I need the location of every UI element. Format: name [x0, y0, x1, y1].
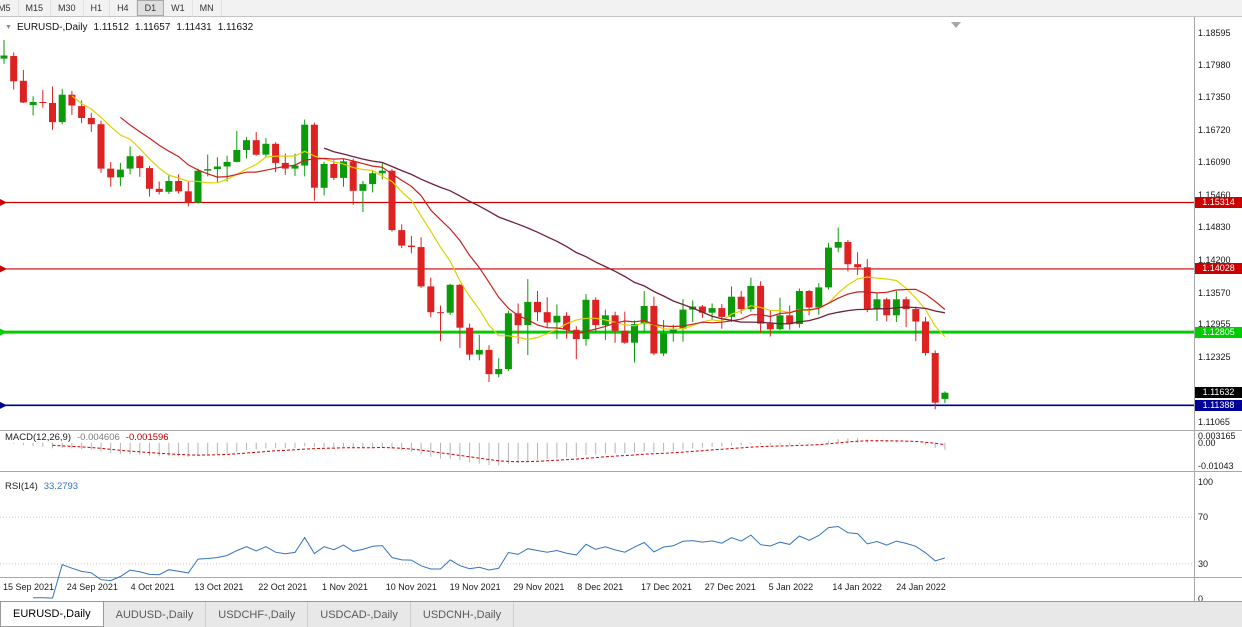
- macd-signal-value: -0.001596: [125, 432, 169, 443]
- timeframe-button-h1[interactable]: H1: [84, 0, 111, 16]
- rsi-header: RSI(14) 33.2793: [5, 481, 78, 492]
- timeframe-strip: M5M15M30H1H4D1W1MN: [0, 0, 1242, 16]
- macd-signal-line: [52, 440, 945, 463]
- timeframe-button-d1[interactable]: D1: [136, 0, 165, 16]
- ohlc-high: 1.11657: [134, 22, 171, 33]
- tab-eurusd[interactable]: EURUSD-,Daily: [0, 602, 104, 627]
- tab-usdcnh[interactable]: USDCNH-,Daily: [411, 602, 515, 627]
- rsi-value: 33.2793: [43, 481, 79, 492]
- chart-ohlc-header: ▼ EURUSD-,Daily 1.11512 1.11657 1.11431 …: [5, 22, 253, 33]
- ma-fast-line: [71, 95, 946, 341]
- ma-mid-line: [120, 116, 946, 335]
- candles-series: [0, 39, 949, 410]
- symbol-tabbar: EURUSD-,Daily AUDUSD-,Daily USDCHF-,Daily U…: [0, 601, 1242, 627]
- timeframe-button-m5[interactable]: M5: [0, 0, 19, 16]
- rsi-guide-lines: [0, 516, 1194, 565]
- timeframe-button-mn[interactable]: MN: [193, 0, 222, 16]
- timeframe-button-m30[interactable]: M30: [51, 0, 84, 16]
- chart-shift-icon[interactable]: [951, 22, 961, 28]
- tab-audusd[interactable]: AUDUSD-,Daily: [104, 602, 207, 627]
- timeframe-button-m15[interactable]: M15: [19, 0, 52, 16]
- ohlc-open: 1.11512: [93, 22, 129, 33]
- chart-canvas[interactable]: [0, 0, 1242, 601]
- tab-usdcad[interactable]: USDCAD-,Daily: [308, 602, 411, 627]
- timeframe-toolbar: M5M15M30H1H4D1W1MN: [0, 0, 1242, 17]
- ohlc-low: 1.11431: [176, 22, 212, 33]
- timeframe-button-w1[interactable]: W1: [164, 0, 193, 16]
- tab-usdchf[interactable]: USDCHF-,Daily: [206, 602, 309, 627]
- macd-main-value: -0.004606: [77, 432, 120, 443]
- rsi-line: [33, 525, 946, 599]
- ma-slow-line: [323, 147, 946, 325]
- chart-menu-icon[interactable]: ▼: [5, 24, 12, 31]
- macd-header: MACD(12,26,9) -0.004606 -0.001596: [5, 432, 169, 443]
- chart-symbol: EURUSD-,Daily: [16, 22, 88, 33]
- timeframe-button-h4[interactable]: H4: [110, 0, 137, 16]
- macd-name: MACD(12,26,9): [5, 432, 71, 443]
- ohlc-close: 1.11632: [217, 22, 254, 33]
- rsi-name: RSI(14): [5, 481, 38, 492]
